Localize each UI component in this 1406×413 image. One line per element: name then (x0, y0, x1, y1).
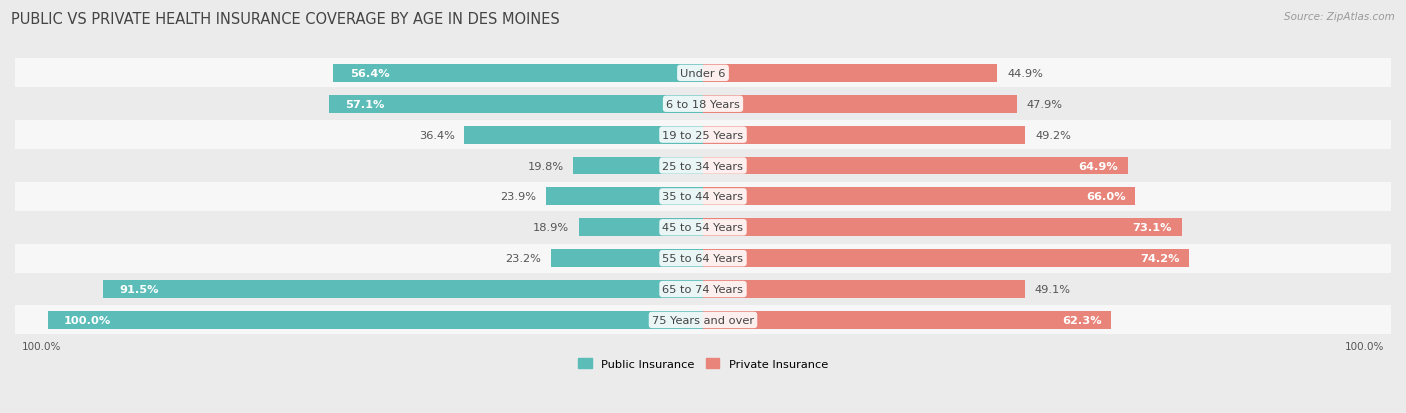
FancyBboxPatch shape (15, 121, 1391, 150)
Bar (333, 65, 703, 83)
Text: 6 to 18 Years: 6 to 18 Years (666, 100, 740, 109)
Text: PUBLIC VS PRIVATE HEALTH INSURANCE COVERAGE BY AGE IN DES MOINES: PUBLIC VS PRIVATE HEALTH INSURANCE COVER… (11, 12, 560, 27)
Text: 100.0%: 100.0% (1346, 341, 1385, 351)
FancyBboxPatch shape (15, 306, 1391, 335)
Bar (104, 280, 703, 298)
Text: Under 6: Under 6 (681, 69, 725, 79)
Text: 73.1%: 73.1% (1133, 223, 1173, 233)
Text: 100.0%: 100.0% (21, 341, 60, 351)
FancyBboxPatch shape (15, 275, 1391, 304)
Bar (574, 157, 703, 175)
Bar (703, 65, 997, 83)
Bar (703, 126, 1025, 144)
Bar (547, 188, 703, 206)
Text: 45 to 54 Years: 45 to 54 Years (662, 223, 744, 233)
Bar (703, 249, 1189, 268)
Bar (703, 311, 1111, 329)
Text: 65 to 74 Years: 65 to 74 Years (662, 285, 744, 294)
Text: 75 Years and over: 75 Years and over (652, 315, 754, 325)
Text: 44.9%: 44.9% (1007, 69, 1043, 79)
FancyBboxPatch shape (15, 152, 1391, 180)
Text: 57.1%: 57.1% (346, 100, 385, 109)
FancyBboxPatch shape (15, 244, 1391, 273)
Text: 62.3%: 62.3% (1062, 315, 1101, 325)
Text: 23.2%: 23.2% (505, 254, 541, 263)
Text: 47.9%: 47.9% (1026, 100, 1063, 109)
Text: 18.9%: 18.9% (533, 223, 569, 233)
Text: 35 to 44 Years: 35 to 44 Years (662, 192, 744, 202)
Bar (48, 311, 703, 329)
Text: 49.2%: 49.2% (1035, 131, 1071, 140)
Bar (579, 219, 703, 237)
Bar (703, 280, 1025, 298)
Text: 74.2%: 74.2% (1140, 254, 1180, 263)
FancyBboxPatch shape (15, 213, 1391, 242)
Text: 100.0%: 100.0% (65, 315, 111, 325)
Text: 19 to 25 Years: 19 to 25 Years (662, 131, 744, 140)
Bar (703, 95, 1017, 114)
Text: 19.8%: 19.8% (527, 161, 564, 171)
FancyBboxPatch shape (15, 90, 1391, 119)
Text: 56.4%: 56.4% (350, 69, 389, 79)
Text: 55 to 64 Years: 55 to 64 Years (662, 254, 744, 263)
FancyBboxPatch shape (15, 183, 1391, 211)
Bar (464, 126, 703, 144)
Text: 64.9%: 64.9% (1078, 161, 1118, 171)
Legend: Public Insurance, Private Insurance: Public Insurance, Private Insurance (574, 354, 832, 374)
FancyBboxPatch shape (15, 59, 1391, 88)
Text: 25 to 34 Years: 25 to 34 Years (662, 161, 744, 171)
Bar (329, 95, 703, 114)
Text: 66.0%: 66.0% (1085, 192, 1126, 202)
Text: Source: ZipAtlas.com: Source: ZipAtlas.com (1284, 12, 1395, 22)
Bar (703, 157, 1128, 175)
Text: 49.1%: 49.1% (1035, 285, 1070, 294)
Text: 23.9%: 23.9% (501, 192, 537, 202)
Text: 36.4%: 36.4% (419, 131, 454, 140)
Bar (703, 219, 1182, 237)
Bar (703, 188, 1136, 206)
Bar (551, 249, 703, 268)
Text: 91.5%: 91.5% (120, 285, 159, 294)
